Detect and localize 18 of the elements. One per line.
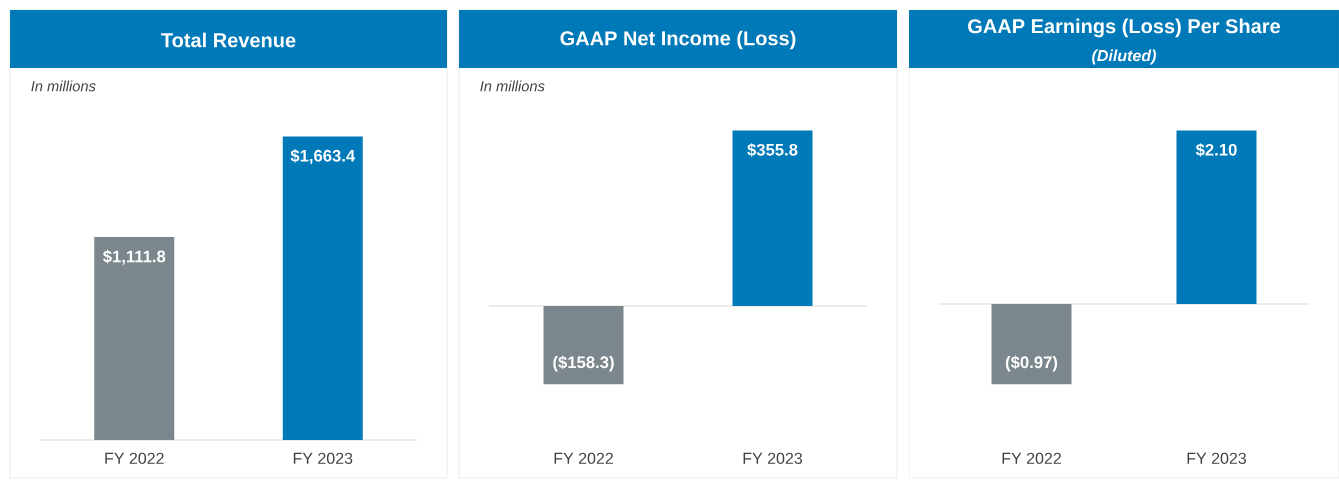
data-label: $2.10 [1195,143,1237,157]
x-tick-label: FY 2022 [554,452,613,465]
x-tick-label: FY 2022 [105,452,164,465]
text: In millions [31,80,96,92]
chart-title: GAAP Earnings (Loss) Per Share [968,18,1280,38]
chart-title: GAAP Net Income (Loss) [560,30,796,50]
x-tick-label: FY 2023 [743,452,803,465]
data-label: $355.8 [747,143,798,157]
x-tick-label: FY 2023 [293,452,353,465]
data-label: ($0.97) [1005,355,1058,372]
chart-title: Total Revenue [161,32,296,48]
chart-subtitle: (Diluted) [1092,49,1156,65]
data-label: $1,111.8 [102,249,166,265]
data-label: $1,663.4 [290,149,356,165]
x-tick-label: FY 2023 [1187,452,1247,465]
data-label: ($158.3) [553,355,614,372]
text: In millions [480,80,545,92]
x-tick-label: FY 2022 [1002,452,1061,465]
